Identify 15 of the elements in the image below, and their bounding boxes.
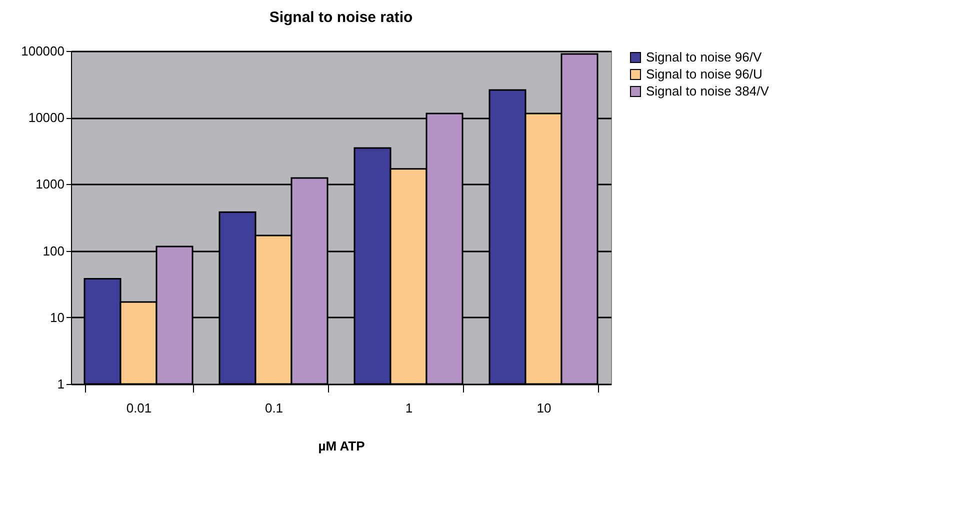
y-tick-label: 1 xyxy=(57,376,64,392)
x-tick-label: 0.1 xyxy=(264,400,284,416)
legend-label: Signal to noise 384/V xyxy=(646,84,770,98)
x-axis-title: µM ATP xyxy=(318,438,366,454)
x-tick-label: 0.01 xyxy=(126,400,152,416)
legend-label: Signal to noise 96/V xyxy=(646,50,762,64)
y-tick-label: 100 xyxy=(42,243,64,258)
x-tick-label: 10 xyxy=(536,400,552,416)
y-tick-label: 10000 xyxy=(28,110,64,126)
legend-label: Signal to noise 96/U xyxy=(646,66,762,82)
y-tick-label: 100000 xyxy=(21,44,64,58)
x-tick-label: 1 xyxy=(405,400,413,416)
y-tick-label: 10 xyxy=(50,310,64,325)
chart-title: Signal to noise ratio xyxy=(269,9,413,26)
y-tick-label: 1000 xyxy=(36,176,64,192)
